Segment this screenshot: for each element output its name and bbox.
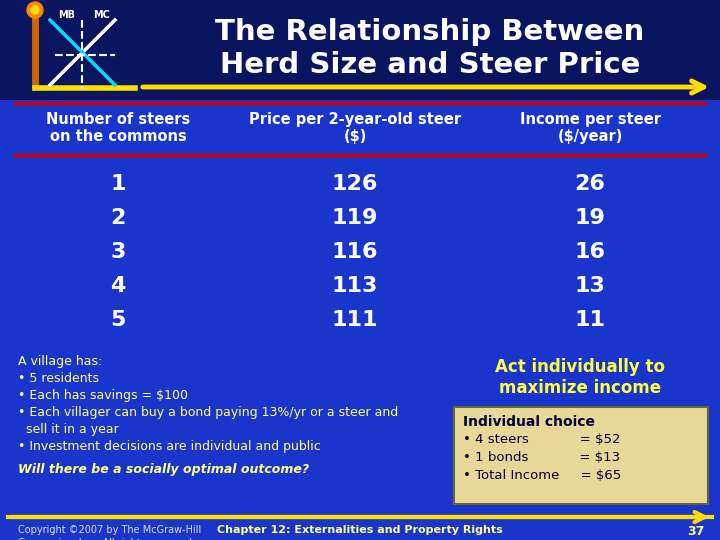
- FancyBboxPatch shape: [454, 407, 708, 504]
- Text: 113: 113: [332, 276, 378, 296]
- Text: Number of steers
on the commons: Number of steers on the commons: [46, 112, 190, 144]
- Text: 16: 16: [575, 242, 606, 262]
- Text: The Relationship Between: The Relationship Between: [215, 18, 644, 46]
- Text: 3: 3: [110, 242, 126, 262]
- Text: 11: 11: [575, 310, 606, 330]
- Text: Will there be a socially optimal outcome?: Will there be a socially optimal outcome…: [18, 463, 309, 476]
- Text: 26: 26: [575, 174, 606, 194]
- Text: 1: 1: [110, 174, 126, 194]
- Text: • 4 steers            = $52: • 4 steers = $52: [463, 433, 621, 446]
- Text: A village has:: A village has:: [18, 355, 102, 368]
- Text: Price per 2-year-old steer
($): Price per 2-year-old steer ($): [249, 112, 461, 144]
- Text: Copyright ©2007 by The McGraw-Hill
Companies, Inc.  All rights reserved.: Copyright ©2007 by The McGraw-Hill Compa…: [18, 525, 202, 540]
- Text: Income per steer
($/year): Income per steer ($/year): [520, 112, 660, 144]
- Text: Chapter 12: Externalities and Property Rights: Chapter 12: Externalities and Property R…: [217, 525, 503, 535]
- Text: 37: 37: [688, 525, 705, 538]
- Text: sell it in a year: sell it in a year: [18, 423, 119, 436]
- Text: 111: 111: [332, 310, 378, 330]
- Circle shape: [31, 6, 39, 14]
- Text: MB: MB: [58, 10, 75, 20]
- Text: • Each has savings = $100: • Each has savings = $100: [18, 389, 188, 402]
- Text: 2: 2: [110, 208, 126, 228]
- Text: 5: 5: [110, 310, 126, 330]
- Circle shape: [27, 2, 43, 18]
- Text: 4: 4: [110, 276, 126, 296]
- Text: • Total Income     = $65: • Total Income = $65: [463, 469, 621, 482]
- Text: 116: 116: [332, 242, 378, 262]
- Text: Individual choice: Individual choice: [463, 415, 595, 429]
- Text: • Investment decisions are individual and public: • Investment decisions are individual an…: [18, 440, 320, 453]
- Text: • 5 residents: • 5 residents: [18, 372, 99, 385]
- FancyBboxPatch shape: [0, 0, 720, 100]
- Text: 19: 19: [575, 208, 606, 228]
- Text: 126: 126: [332, 174, 378, 194]
- Text: Herd Size and Steer Price: Herd Size and Steer Price: [220, 51, 640, 79]
- Text: • Each villager can buy a bond paying 13%/yr or a steer and: • Each villager can buy a bond paying 13…: [18, 406, 398, 419]
- Text: Act individually to
maximize income: Act individually to maximize income: [495, 358, 665, 397]
- Text: 119: 119: [332, 208, 378, 228]
- Text: 13: 13: [575, 276, 606, 296]
- Text: MC: MC: [93, 10, 110, 20]
- Text: • 1 bonds            = $13: • 1 bonds = $13: [463, 451, 620, 464]
